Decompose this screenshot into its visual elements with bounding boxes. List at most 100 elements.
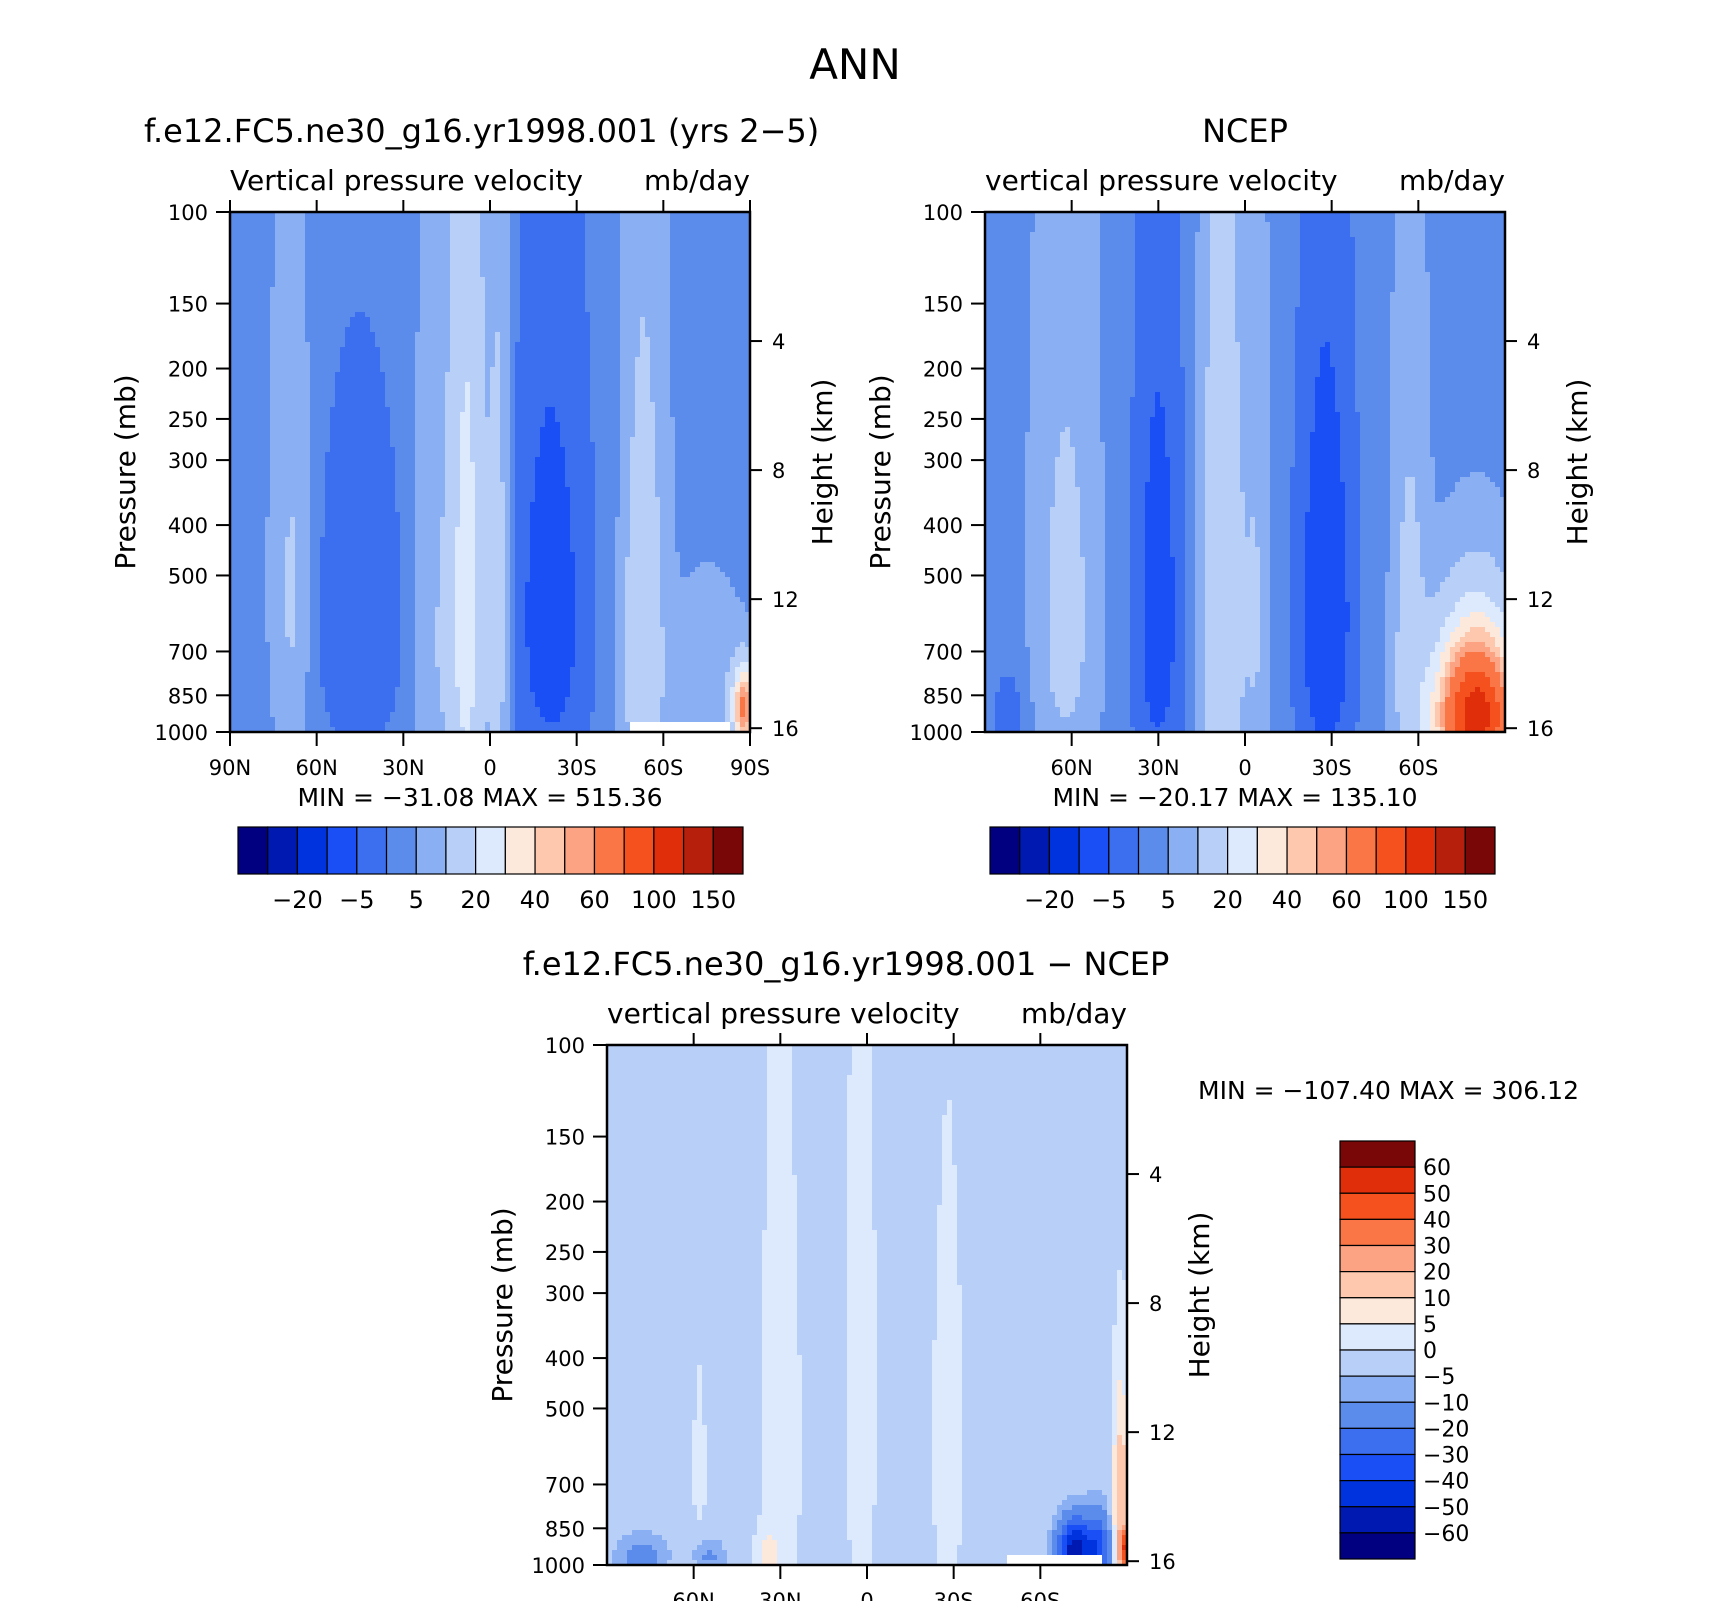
field-cell (330, 422, 336, 428)
field-cell (705, 387, 711, 393)
field-cell (660, 342, 666, 348)
field-cell (580, 397, 586, 403)
field-cell (540, 442, 546, 448)
field-cell (740, 282, 746, 288)
field-cell (370, 372, 376, 378)
field-cell (455, 437, 461, 443)
field-cell (610, 432, 616, 438)
field-cell (670, 332, 676, 338)
field-cell (405, 357, 411, 363)
field-cell (625, 447, 631, 453)
field-cell (675, 347, 681, 353)
field-cell (615, 282, 621, 288)
field-cell (550, 237, 556, 243)
field-cell (285, 237, 291, 243)
field-cell (420, 382, 426, 388)
field-cell (490, 437, 496, 443)
field-cell (575, 312, 581, 318)
field-cell (565, 417, 571, 423)
field-cell (245, 342, 251, 348)
field-cell (455, 357, 461, 363)
field-cell (480, 352, 486, 358)
field-cell (335, 262, 341, 268)
field-cell (290, 372, 296, 378)
field-cell (590, 277, 596, 283)
field-cell (435, 442, 441, 448)
field-cell (390, 267, 396, 273)
field-cell (430, 272, 436, 278)
field-cell (360, 352, 366, 358)
field-cell (260, 437, 266, 443)
field-cell (545, 267, 551, 273)
field-cell (405, 222, 411, 228)
field-cell (240, 317, 246, 323)
field-cell (330, 247, 336, 253)
field-cell (425, 227, 431, 233)
field-cell (420, 217, 426, 223)
field-cell (370, 417, 376, 423)
field-cell (430, 422, 436, 428)
field-cell (460, 352, 466, 358)
field-cell (595, 262, 601, 268)
field-cell (325, 252, 331, 258)
field-cell (435, 217, 441, 223)
field-cell (730, 427, 736, 433)
field-cell (500, 447, 506, 453)
field-cell (605, 267, 611, 273)
field-cell (585, 307, 591, 313)
field-cell (575, 242, 581, 248)
field-cell (385, 417, 391, 423)
field-cell (635, 302, 641, 308)
field-cell (720, 352, 726, 358)
field-cell (595, 332, 601, 338)
field-cell (255, 222, 261, 228)
field-cell (350, 347, 356, 353)
field-cell (570, 392, 576, 398)
field-cell (535, 447, 541, 453)
field-cell (625, 362, 631, 368)
field-cell (250, 412, 256, 418)
field-cell (680, 412, 686, 418)
field-cell (420, 317, 426, 323)
field-cell (660, 337, 666, 343)
field-cell (410, 357, 416, 363)
field-cell (500, 297, 506, 303)
field-cell (705, 312, 711, 318)
field-cell (475, 322, 481, 328)
field-cell (665, 427, 671, 433)
field-cell (675, 357, 681, 363)
field-cell (585, 342, 591, 348)
field-cell (610, 237, 616, 243)
field-cell (245, 312, 251, 318)
field-cell (630, 222, 636, 228)
field-cell (450, 437, 456, 443)
field-cell (665, 257, 671, 263)
field-cell (425, 247, 431, 253)
field-cell (515, 227, 521, 233)
field-cell (340, 392, 346, 398)
field-cell (520, 357, 526, 363)
field-cell (475, 227, 481, 233)
field-cell (405, 442, 411, 448)
field-cell (265, 347, 271, 353)
field-cell (510, 327, 516, 333)
field-cell (710, 322, 716, 328)
field-cell (550, 267, 556, 273)
field-cell (305, 352, 311, 358)
field-cell (625, 312, 631, 318)
field-cell (360, 297, 366, 303)
field-cell (550, 247, 556, 253)
field-cell (290, 377, 296, 383)
field-cell (330, 387, 336, 393)
field-cell (415, 232, 421, 238)
field-cell (460, 372, 466, 378)
field-cell (370, 302, 376, 308)
field-cell (420, 442, 426, 448)
field-cell (315, 297, 321, 303)
field-cell (465, 302, 471, 308)
field-cell (240, 242, 246, 248)
field-cell (395, 242, 401, 248)
field-cell (600, 317, 606, 323)
field-cell (625, 272, 631, 278)
field-cell (305, 302, 311, 308)
